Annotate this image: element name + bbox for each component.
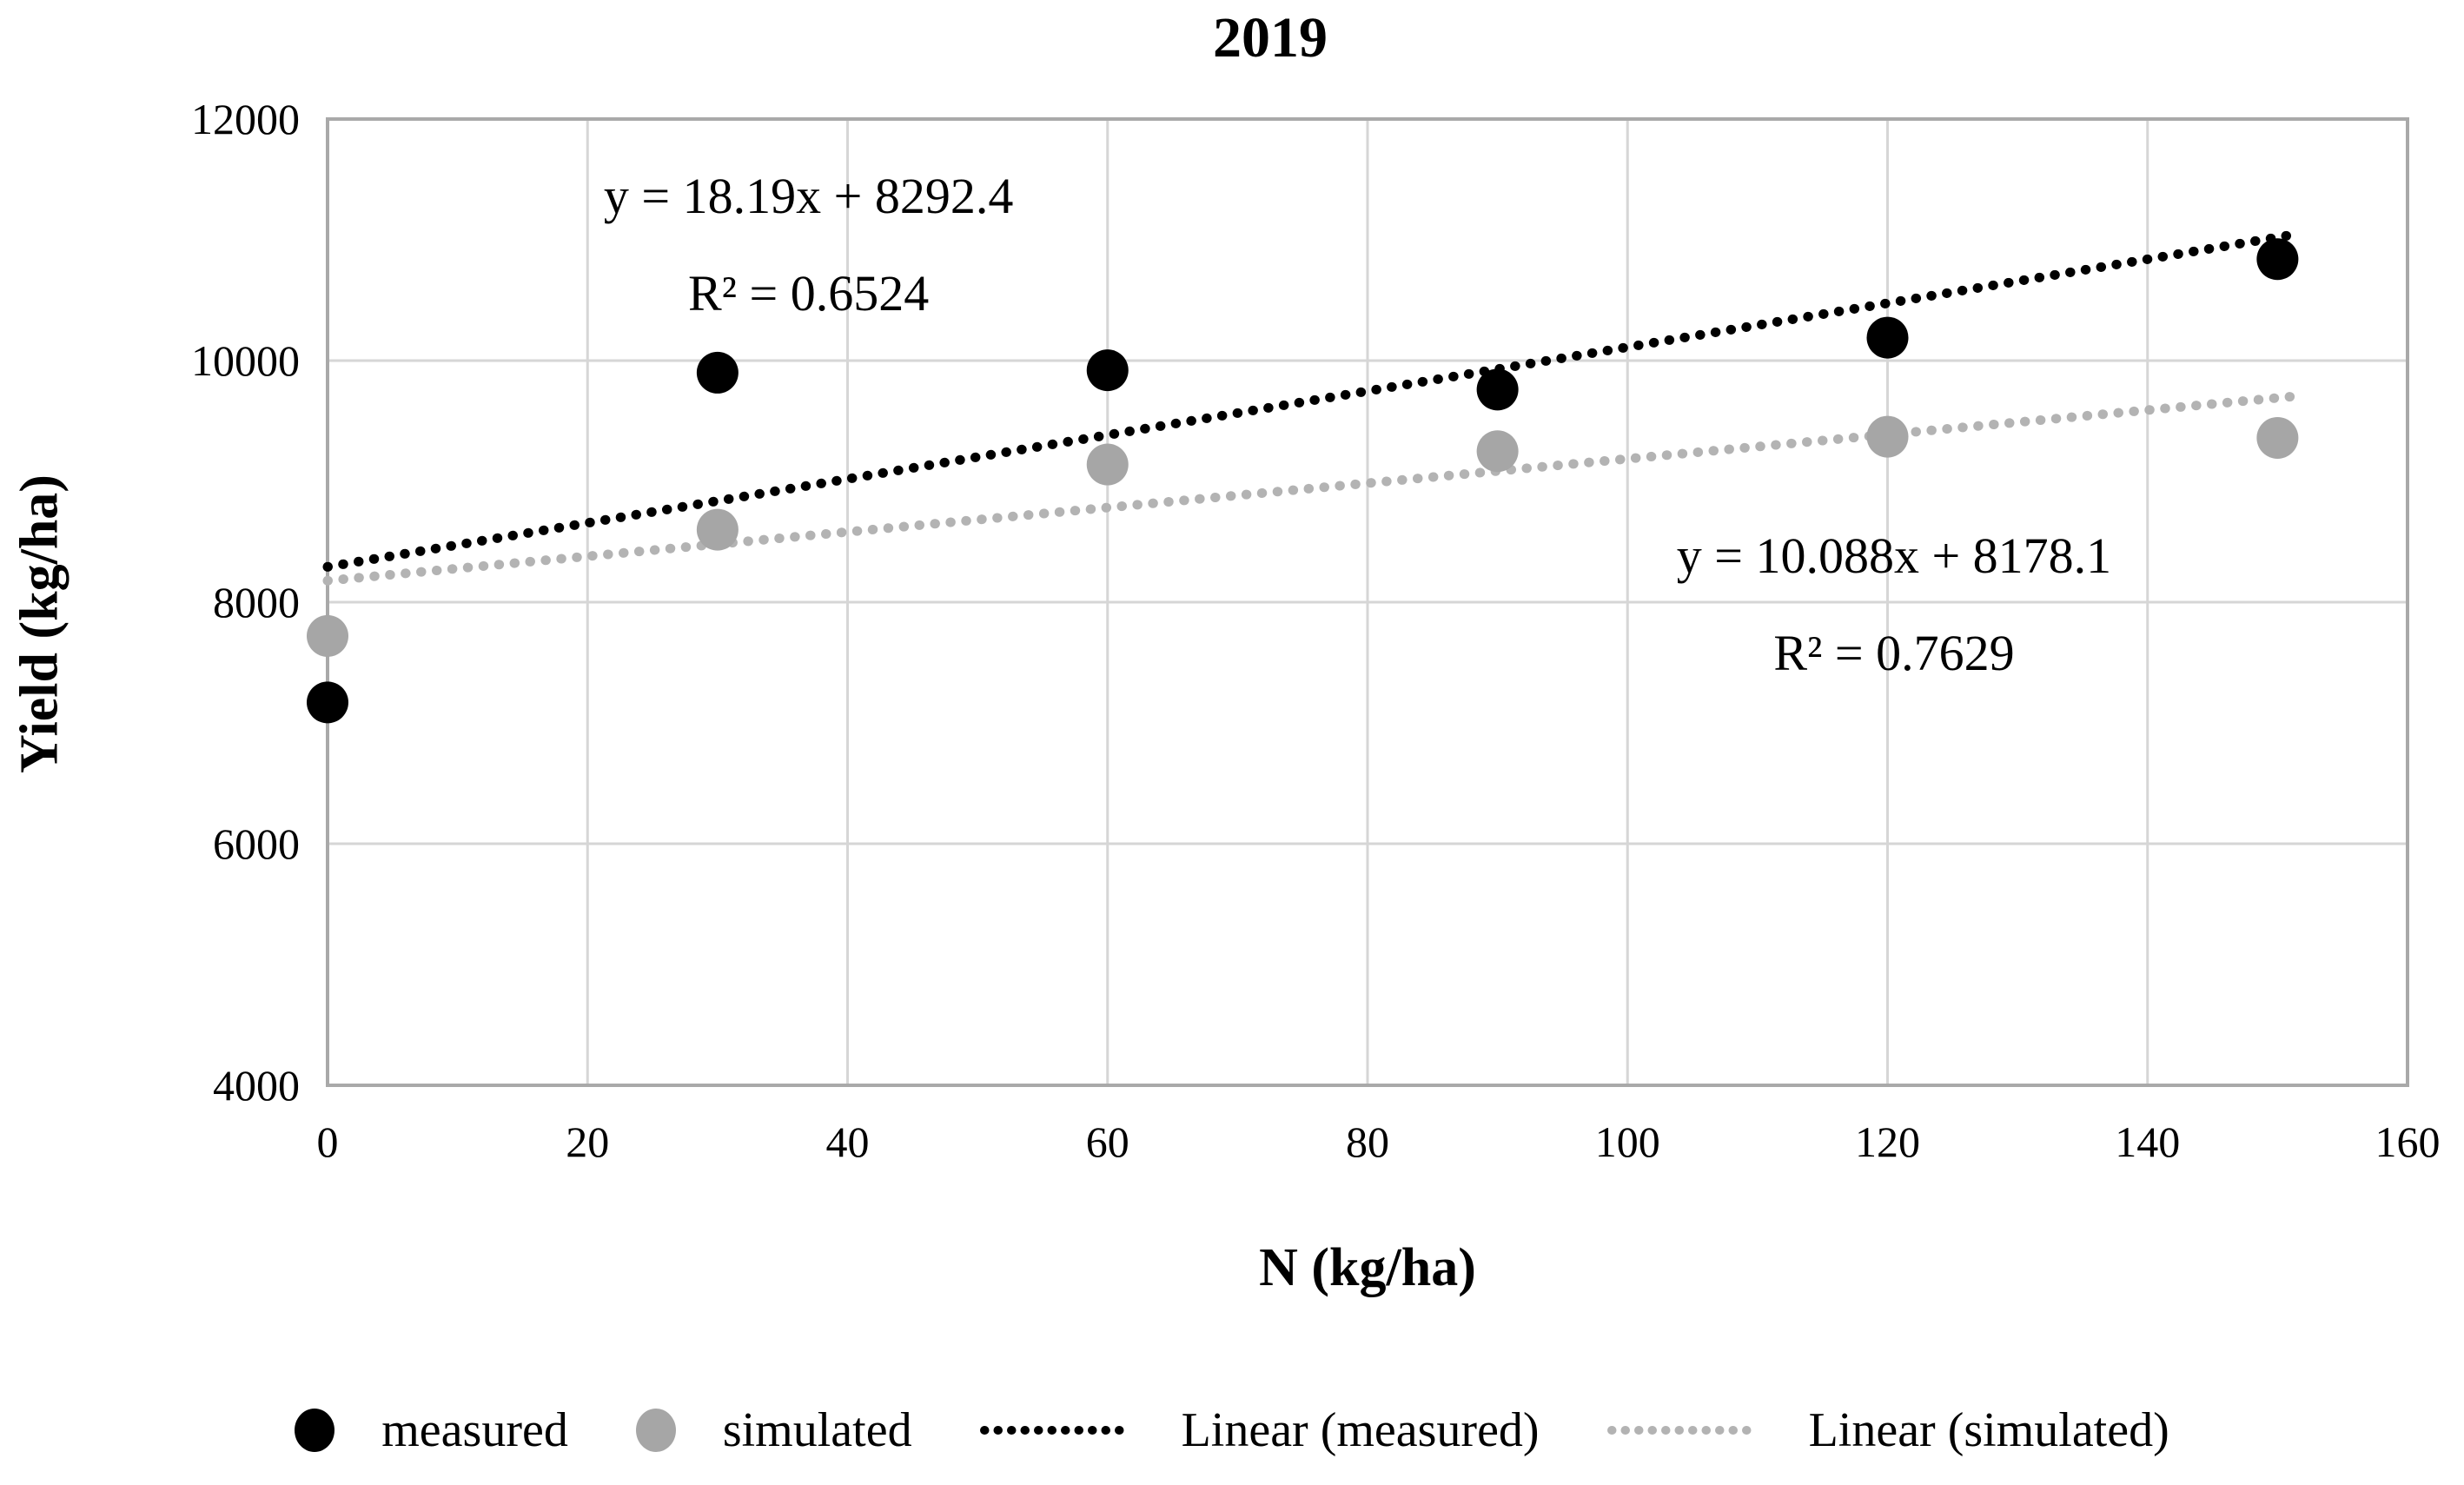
point-measured [696, 351, 739, 394]
y-tick-label: 8000 [213, 578, 300, 626]
x-tick-label: 20 [566, 1117, 609, 1166]
point-simulated [1086, 443, 1129, 486]
legend-label-simulated: simulated [722, 1403, 912, 1457]
y-axis-title: Yield (kg/ha) [10, 474, 70, 773]
point-measured [307, 681, 348, 724]
x-tick-label: 140 [2115, 1117, 2180, 1166]
legend-marker-linear-simulated-line [1606, 1426, 1762, 1435]
point-measured [1086, 349, 1129, 392]
x-tick-label: 80 [1346, 1117, 1389, 1166]
point-simulated [307, 614, 348, 657]
legend-item-linear-measured: Linear (measured) [979, 1402, 1540, 1458]
legend: measured simulated Linear (measured) Lin… [0, 1380, 2464, 1481]
legend-label-linear-simulated: Linear (simulated) [1808, 1403, 2169, 1457]
point-measured [1866, 316, 1909, 359]
legend-item-measured: measured [295, 1402, 568, 1458]
plot-border [326, 117, 2409, 1087]
x-tick-label: 60 [1086, 1117, 1129, 1166]
legend-label-measured: measured [381, 1403, 568, 1457]
legend-item-linear-simulated: Linear (simulated) [1606, 1402, 2169, 1458]
x-tick-label: 160 [2375, 1117, 2441, 1166]
point-measured [1476, 368, 1519, 411]
y-tick-label: 12000 [191, 95, 300, 143]
legend-marker-linear-measured-line [979, 1426, 1135, 1435]
y-tick-label: 10000 [191, 336, 300, 385]
point-simulated [2256, 416, 2299, 459]
x-tick-label: 0 [317, 1117, 339, 1166]
chart-title: 2019 [1213, 6, 1328, 70]
legend-marker-measured-dot [295, 1409, 335, 1452]
point-simulated [1476, 430, 1519, 473]
plot-area: 4000 6000 8000 10000 12000 0 20 40 60 80 100 120 140… [191, 95, 2441, 1166]
x-axis-title: N (kg/ha) [1259, 1238, 1476, 1297]
trendline-linear--measured- [322, 229, 2302, 572]
point-simulated [1866, 415, 1909, 458]
trendline-linear--simulated- [322, 391, 2302, 586]
x-tick-label: 100 [1595, 1117, 1660, 1166]
legend-item-simulated: simulated [635, 1402, 912, 1458]
y-tick-label: 6000 [213, 819, 300, 868]
point-simulated [696, 508, 739, 551]
legend-marker-simulated-dot [635, 1409, 676, 1452]
point-measured [2256, 238, 2299, 281]
x-tick-label: 120 [1855, 1117, 1920, 1166]
y-tick-label: 4000 [213, 1061, 300, 1110]
legend-label-linear-measured: Linear (measured) [1181, 1403, 1540, 1457]
x-tick-label: 40 [826, 1117, 870, 1166]
